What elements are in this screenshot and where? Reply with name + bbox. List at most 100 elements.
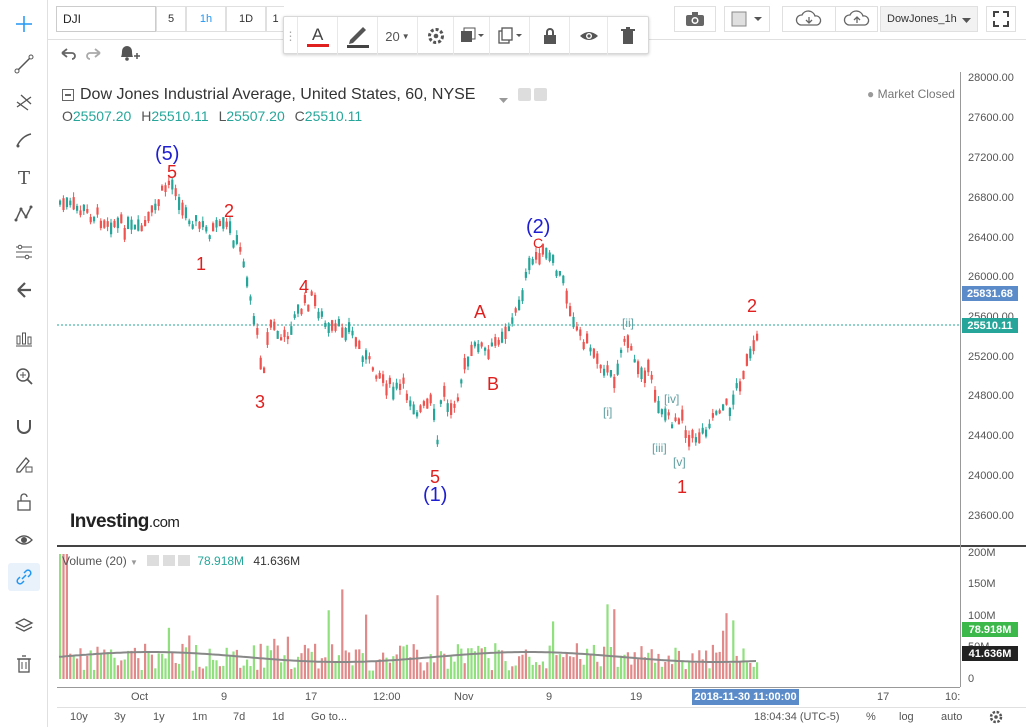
legend-settings-icon[interactable] — [518, 88, 531, 101]
range-7d[interactable]: 7d — [233, 711, 246, 723]
volume-bar — [480, 648, 483, 679]
volume-bar — [269, 650, 272, 679]
high-price-tag: 25831.68 — [962, 286, 1018, 301]
trash-icon[interactable] — [8, 650, 40, 678]
cloud-upload-button[interactable] — [836, 6, 878, 32]
candle — [524, 271, 527, 278]
redo-button[interactable] — [84, 44, 108, 66]
interval-5[interactable]: 5 — [156, 6, 186, 32]
hide-button[interactable] — [570, 17, 608, 55]
clock[interactable]: 18:04:34 (UTC-5) — [754, 711, 840, 723]
wave-label-ii: [ii] — [622, 316, 634, 330]
interval-1[interactable]: 1 — [266, 6, 284, 32]
font-size-select[interactable]: 20 ▼ — [378, 17, 418, 55]
candle — [133, 224, 136, 230]
time-axis[interactable] — [57, 687, 960, 707]
volume-bar — [528, 656, 531, 679]
candle — [684, 430, 687, 438]
volume-close-icon[interactable] — [178, 555, 190, 566]
interval-1d[interactable]: 1D — [226, 6, 266, 32]
symbol-input[interactable]: DJI — [56, 6, 156, 32]
range-10y[interactable]: 10y — [70, 711, 88, 723]
eye-icon[interactable] — [8, 526, 40, 554]
stack-icon — [460, 27, 484, 42]
settings-button[interactable] — [418, 17, 454, 55]
fill-color-button[interactable] — [724, 6, 770, 32]
delete-button[interactable] — [608, 17, 648, 55]
unlock-icon[interactable] — [8, 488, 40, 516]
volume-bar — [579, 659, 582, 679]
pattern-icon[interactable] — [8, 200, 40, 228]
line-color-button[interactable] — [338, 17, 378, 55]
zoom-icon[interactable] — [8, 362, 40, 390]
candle — [113, 220, 116, 228]
legend-dropdown-icon[interactable] — [499, 93, 508, 107]
fib-icon[interactable] — [8, 88, 40, 116]
collapse-legend-button[interactable] — [62, 89, 74, 101]
volume-bar — [490, 670, 493, 679]
magnet-icon[interactable] — [8, 412, 40, 440]
price-tick: 26000.00 — [968, 271, 1014, 283]
volume-bar — [558, 654, 561, 679]
range-3y[interactable]: 3y — [114, 711, 126, 723]
candle — [708, 423, 711, 429]
candle — [711, 413, 714, 418]
price-axis[interactable] — [960, 72, 1026, 687]
log-toggle[interactable]: log — [899, 711, 914, 723]
volume-bar — [518, 656, 521, 679]
price-chart[interactable] — [57, 72, 960, 545]
text-tool-icon[interactable]: T — [8, 163, 40, 191]
candle — [742, 370, 745, 379]
drag-handle-icon[interactable]: ⋮ — [284, 17, 298, 55]
wave-label-3: 3 — [255, 392, 266, 412]
lock-button[interactable] — [530, 17, 570, 55]
lock-pencil-icon[interactable] — [8, 450, 40, 478]
cloud-download-button[interactable] — [782, 6, 836, 32]
candle — [739, 381, 742, 392]
candle — [749, 348, 752, 359]
camera-button[interactable] — [674, 6, 716, 32]
layers-icon[interactable] — [8, 612, 40, 640]
volume-bar — [701, 659, 704, 679]
crosshair-icon[interactable] — [8, 10, 40, 38]
volume-gear-icon[interactable] — [162, 555, 175, 566]
range-1d[interactable]: 1d — [272, 711, 285, 723]
range-1m[interactable]: 1m — [192, 711, 208, 723]
brush-icon[interactable] — [8, 126, 40, 154]
text-color-button[interactable]: A — [298, 17, 338, 55]
pane-separator[interactable] — [57, 545, 1026, 547]
volume-bar — [171, 652, 174, 679]
alert-button[interactable] — [116, 42, 142, 66]
logo-suffix: .com — [148, 514, 180, 531]
volume-bar — [460, 648, 463, 679]
volume-bar — [487, 658, 490, 679]
link-icon[interactable] — [8, 563, 40, 591]
trend-line-icon[interactable] — [8, 50, 40, 78]
fullscreen-button[interactable] — [986, 6, 1016, 32]
layout-name-button[interactable]: DowJones_1h — [880, 6, 978, 32]
volume-chart[interactable] — [57, 547, 960, 687]
volume-settings-icon[interactable] — [147, 555, 160, 566]
visual-order-button[interactable] — [454, 17, 490, 55]
volume-bar — [535, 662, 538, 679]
range-1y[interactable]: 1y — [153, 711, 165, 723]
clone-button[interactable] — [490, 17, 530, 55]
legend-close-icon[interactable] — [534, 88, 547, 101]
volume-bar — [705, 650, 708, 679]
prediction-icon[interactable] — [8, 238, 40, 266]
candle — [538, 253, 541, 265]
candle — [385, 383, 388, 396]
undo-button[interactable] — [58, 44, 82, 66]
interval-1h[interactable]: 1h — [186, 6, 226, 32]
price-tick: 23600.00 — [968, 510, 1014, 522]
candle — [198, 221, 201, 229]
measure-icon[interactable] — [8, 325, 40, 353]
percent-toggle[interactable]: % — [866, 711, 876, 723]
arrow-left-icon[interactable] — [8, 276, 40, 304]
high-value: 25510.11 — [151, 108, 209, 124]
go-to-button[interactable]: Go to... — [311, 711, 348, 723]
candle — [62, 198, 65, 211]
volume-bar — [300, 653, 303, 679]
auto-toggle[interactable]: auto — [941, 711, 963, 723]
settings-gear-icon[interactable] — [989, 710, 1003, 727]
